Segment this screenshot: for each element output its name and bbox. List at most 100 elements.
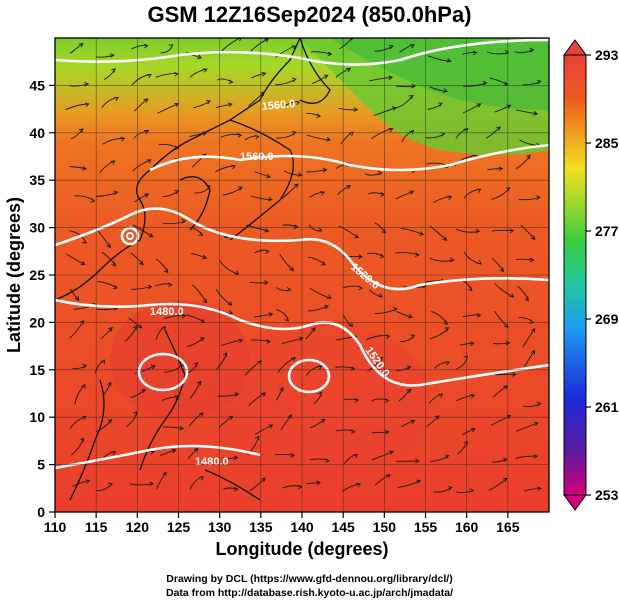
streamline-arrowhead <box>449 257 455 263</box>
streamline-arrowhead <box>163 268 169 274</box>
contour-label: 1560.0 <box>261 98 296 113</box>
streamline-arrowhead <box>530 327 536 333</box>
streamline-arrowhead <box>406 388 412 394</box>
streamline <box>371 450 394 461</box>
streamline-arrowhead <box>526 154 531 160</box>
streamline-arrowhead <box>350 429 356 435</box>
streamline-arrowhead <box>317 227 323 232</box>
streamline-arrowhead <box>379 253 385 259</box>
streamline-arrowhead <box>113 190 119 196</box>
streamline-arrowhead <box>291 77 297 83</box>
lat-lon-grid <box>55 38 549 512</box>
streamline-arrowhead <box>442 236 448 241</box>
streamline <box>397 480 421 488</box>
y-tick-label: 15 <box>29 362 45 378</box>
streamline-arrowhead <box>227 102 233 108</box>
streamline <box>456 490 474 494</box>
streamline-arrowhead <box>323 74 329 79</box>
streamline <box>312 74 329 84</box>
streamline <box>215 288 232 306</box>
streamline-arrowhead <box>80 260 86 265</box>
streamline-arrowhead <box>472 50 478 56</box>
streamline-arrowhead <box>261 71 267 77</box>
streamline <box>490 414 511 426</box>
streamline-arrowhead <box>476 188 482 193</box>
streamline-arrowhead <box>231 164 237 170</box>
streamline <box>369 76 393 82</box>
streamline <box>494 283 514 298</box>
streamline-arrowhead <box>381 228 387 234</box>
streamline-arrowhead <box>81 383 86 389</box>
streamline-arrowhead <box>100 359 106 365</box>
streamline <box>254 171 271 178</box>
streamline-arrowhead <box>132 410 138 416</box>
streamline <box>373 107 397 116</box>
streamline-arrowhead <box>325 458 330 463</box>
streamline <box>515 155 531 170</box>
streamline-arrowhead <box>536 79 542 85</box>
streamline <box>189 381 202 400</box>
streamline <box>96 419 112 433</box>
streamline-arrowhead <box>289 266 294 272</box>
streamline <box>99 160 115 173</box>
streamline <box>524 487 541 492</box>
streamline-arrowhead <box>109 53 115 58</box>
streamline-arrowhead <box>202 298 208 304</box>
wind-streamlines <box>65 38 542 494</box>
streamline <box>374 45 394 52</box>
credit-drawing: Drawing by DCL (https://www.gfd-dennou.o… <box>166 573 453 585</box>
streamline-arrowhead <box>346 67 351 73</box>
streamline-arrowhead <box>146 159 152 164</box>
streamline-arrowhead <box>469 488 475 493</box>
streamline-arrowhead <box>291 45 297 50</box>
streamline <box>520 225 536 240</box>
streamline-arrowhead <box>388 44 394 50</box>
streamline-arrowhead <box>267 196 273 202</box>
streamline <box>157 103 179 114</box>
streamline-arrowhead <box>114 96 119 102</box>
streamline-arrowhead <box>410 334 416 339</box>
streamline <box>69 288 80 301</box>
streamline-arrowhead <box>149 481 155 486</box>
streamline-arrowhead <box>79 319 85 325</box>
streamline-arrowhead <box>389 450 394 455</box>
streamline <box>65 103 89 111</box>
streamline-arrowhead <box>358 285 364 291</box>
streamline-arrowhead <box>150 364 156 370</box>
streamline <box>132 224 153 238</box>
streamline <box>69 166 87 170</box>
contour-1560 <box>149 143 549 172</box>
streamline-arrowhead <box>317 391 322 397</box>
streamline <box>133 130 149 139</box>
streamline-arrowhead <box>320 418 326 424</box>
streamline-arrowhead <box>107 381 112 387</box>
streamline-arrowhead <box>206 185 211 190</box>
streamline-arrowhead <box>198 231 204 236</box>
streamline-arrowhead <box>316 480 322 486</box>
streamline-arrowhead <box>504 50 510 55</box>
streamline-arrowhead <box>354 397 360 403</box>
streamline <box>305 481 321 485</box>
streamline <box>515 258 534 261</box>
colorbar-tick-label: 277 <box>595 223 619 239</box>
streamline-arrowhead <box>181 313 187 319</box>
streamline-arrowhead <box>108 326 113 332</box>
streamline-arrowhead <box>286 287 292 292</box>
streamline-arrowhead <box>260 91 265 96</box>
streamline-arrowhead <box>237 133 243 138</box>
y-tick-label: 25 <box>29 267 45 283</box>
streamline <box>310 51 332 55</box>
streamline-arrowhead <box>179 426 185 431</box>
streamline-arrowhead <box>406 365 412 370</box>
streamline-arrowhead <box>443 320 449 325</box>
streamline-arrowhead <box>82 239 87 244</box>
streamline <box>489 77 508 86</box>
streamline-arrowhead <box>107 419 113 424</box>
streamline <box>371 128 393 140</box>
streamline-arrowhead <box>234 392 240 397</box>
streamline-arrowhead <box>326 137 332 142</box>
y-axis: 0 5 10 15 20 25 30 35 40 45 <box>29 77 55 520</box>
streamline-arrowhead <box>111 261 117 267</box>
streamline-arrowhead <box>266 339 272 344</box>
streamline-arrowhead <box>392 307 398 312</box>
